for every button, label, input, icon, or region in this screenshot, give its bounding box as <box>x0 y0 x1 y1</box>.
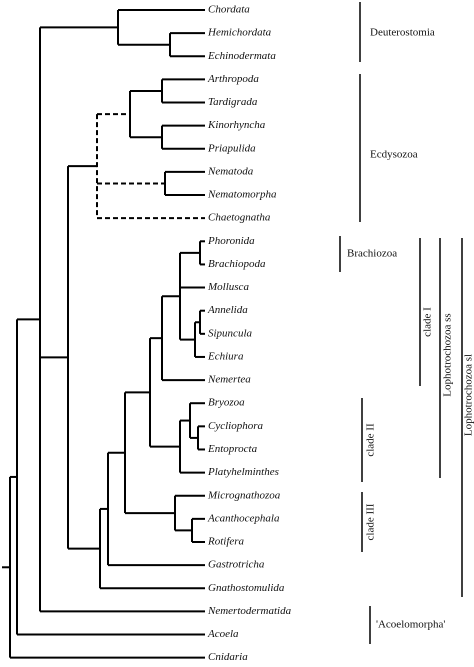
taxon-label: Nematoda <box>207 165 254 177</box>
clade-label: clade II <box>365 423 377 457</box>
taxon-label: Phoronida <box>207 235 255 247</box>
taxon-label: Echiura <box>207 350 244 362</box>
taxon-label: Hemichordata <box>207 27 272 39</box>
taxon-label: Kinorhyncha <box>207 119 266 131</box>
clade-bars <box>339 2 463 644</box>
clade-label: Brachiozoa <box>347 248 397 260</box>
taxon-label: Gnathostomulida <box>208 582 285 594</box>
taxon-label: Priapulida <box>207 142 256 154</box>
clade-label: clade III <box>365 503 377 540</box>
clade-label: clade I <box>422 307 434 337</box>
taxon-label: Brachiopoda <box>208 258 266 270</box>
taxon-label: Sipuncula <box>208 327 252 339</box>
taxon-label: Chordata <box>208 4 250 16</box>
taxon-label: Tardigrada <box>208 96 258 108</box>
clade-label: Lophotrochozoa ss <box>442 313 454 396</box>
taxon-label: Acoela <box>207 628 239 640</box>
taxon-label: Arthropoda <box>207 73 259 85</box>
clade-label: Lophotrochozoa sl <box>463 354 474 436</box>
taxon-label: Chaetognatha <box>208 212 271 224</box>
taxon-label: Annelida <box>207 304 248 316</box>
clade-label: 'Acoelomorpha' <box>376 619 445 631</box>
taxon-label: Acanthocephala <box>207 512 280 524</box>
taxon-label: Rotifera <box>207 536 245 548</box>
taxon-label: Mollusca <box>207 281 249 293</box>
taxon-label: Nematomorpha <box>207 189 277 201</box>
taxon-label: Cnidaria <box>208 651 248 663</box>
clade-label: Deuterostomia <box>370 27 435 39</box>
taxon-label: Nemertea <box>207 374 251 386</box>
taxon-label: Bryozoa <box>208 397 245 409</box>
taxon-label: Nemertodermatida <box>207 605 292 617</box>
taxon-label: Micrognathozoa <box>207 489 281 501</box>
taxon-label: Platyhelminthes <box>207 466 279 478</box>
taxon-label: Gastrotricha <box>208 559 265 571</box>
taxon-label: Cycliophora <box>208 420 263 432</box>
clade-label: Ecdysozoa <box>370 149 418 161</box>
taxon-label: Echinodermata <box>207 50 276 62</box>
taxon-label: Entoprocta <box>207 443 258 455</box>
